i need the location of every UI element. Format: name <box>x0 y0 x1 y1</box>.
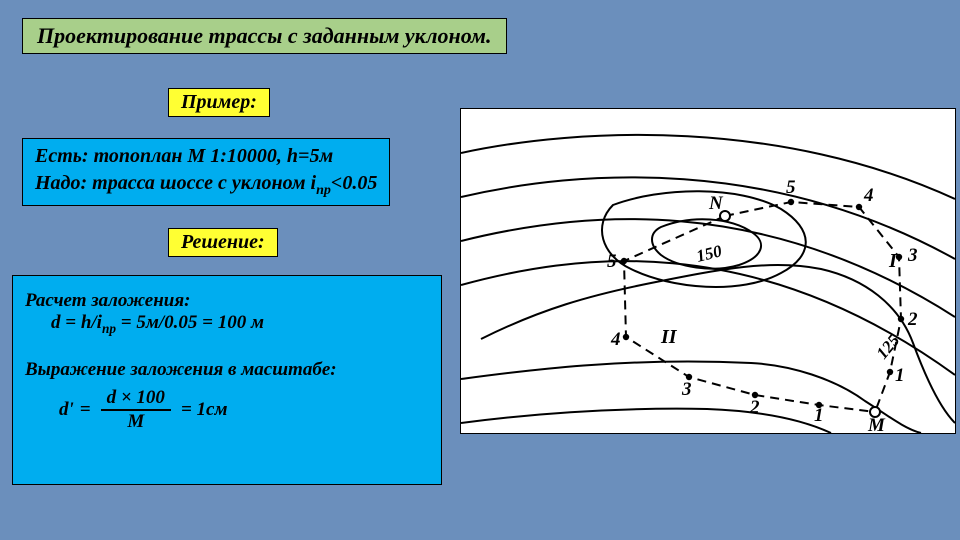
svg-text:M: M <box>867 415 886 433</box>
svg-text:I: I <box>888 250 898 272</box>
calc-formula-1: d = h/iпр = 5м/0.05 = 100 м <box>51 312 429 337</box>
calc-heading-1: Расчет заложения: <box>25 290 429 312</box>
svg-text:3: 3 <box>907 245 918 266</box>
svg-text:N: N <box>708 193 724 214</box>
calculation-box: Расчет заложения: d = h/iпр = 5м/0.05 = … <box>12 275 442 485</box>
calc-formula-2: d' = d × 100 M = 1см <box>59 387 429 433</box>
svg-text:II: II <box>660 326 678 348</box>
svg-text:2: 2 <box>749 397 760 418</box>
svg-text:3: 3 <box>681 379 692 400</box>
svg-text:2: 2 <box>907 309 918 330</box>
example-label: Пример: <box>181 91 257 113</box>
svg-text:5: 5 <box>607 251 617 272</box>
given-box: Есть: топоплан М 1:10000, h=5м Надо: тра… <box>22 138 390 206</box>
title-box: Проектирование трассы с заданным уклоном… <box>22 18 507 54</box>
svg-text:4: 4 <box>610 329 621 350</box>
calc-heading-2: Выражение заложения в масштабе: <box>25 359 429 381</box>
svg-text:5: 5 <box>786 177 796 198</box>
contour-diagram: 150 125 5 4 3 2 1 I 5 4 3 2 1 II N M <box>460 108 956 434</box>
title-text: Проектирование трассы с заданным уклоном… <box>37 23 492 48</box>
svg-text:150: 150 <box>694 241 724 266</box>
svg-text:1: 1 <box>895 365 905 386</box>
solution-label: Решение: <box>181 231 265 253</box>
given-line2: Надо: трасса шоссе с уклоном iпр<0.05 <box>35 170 377 201</box>
solution-label-box: Решение: <box>168 228 278 257</box>
example-label-box: Пример: <box>168 88 270 117</box>
contour-svg: 150 125 5 4 3 2 1 I 5 4 3 2 1 II N M <box>461 109 955 433</box>
fraction: d × 100 M <box>101 387 171 433</box>
given-line1: Есть: топоплан М 1:10000, h=5м <box>35 143 377 170</box>
svg-text:125: 125 <box>873 330 904 362</box>
svg-text:1: 1 <box>814 405 824 426</box>
svg-text:4: 4 <box>863 185 874 206</box>
